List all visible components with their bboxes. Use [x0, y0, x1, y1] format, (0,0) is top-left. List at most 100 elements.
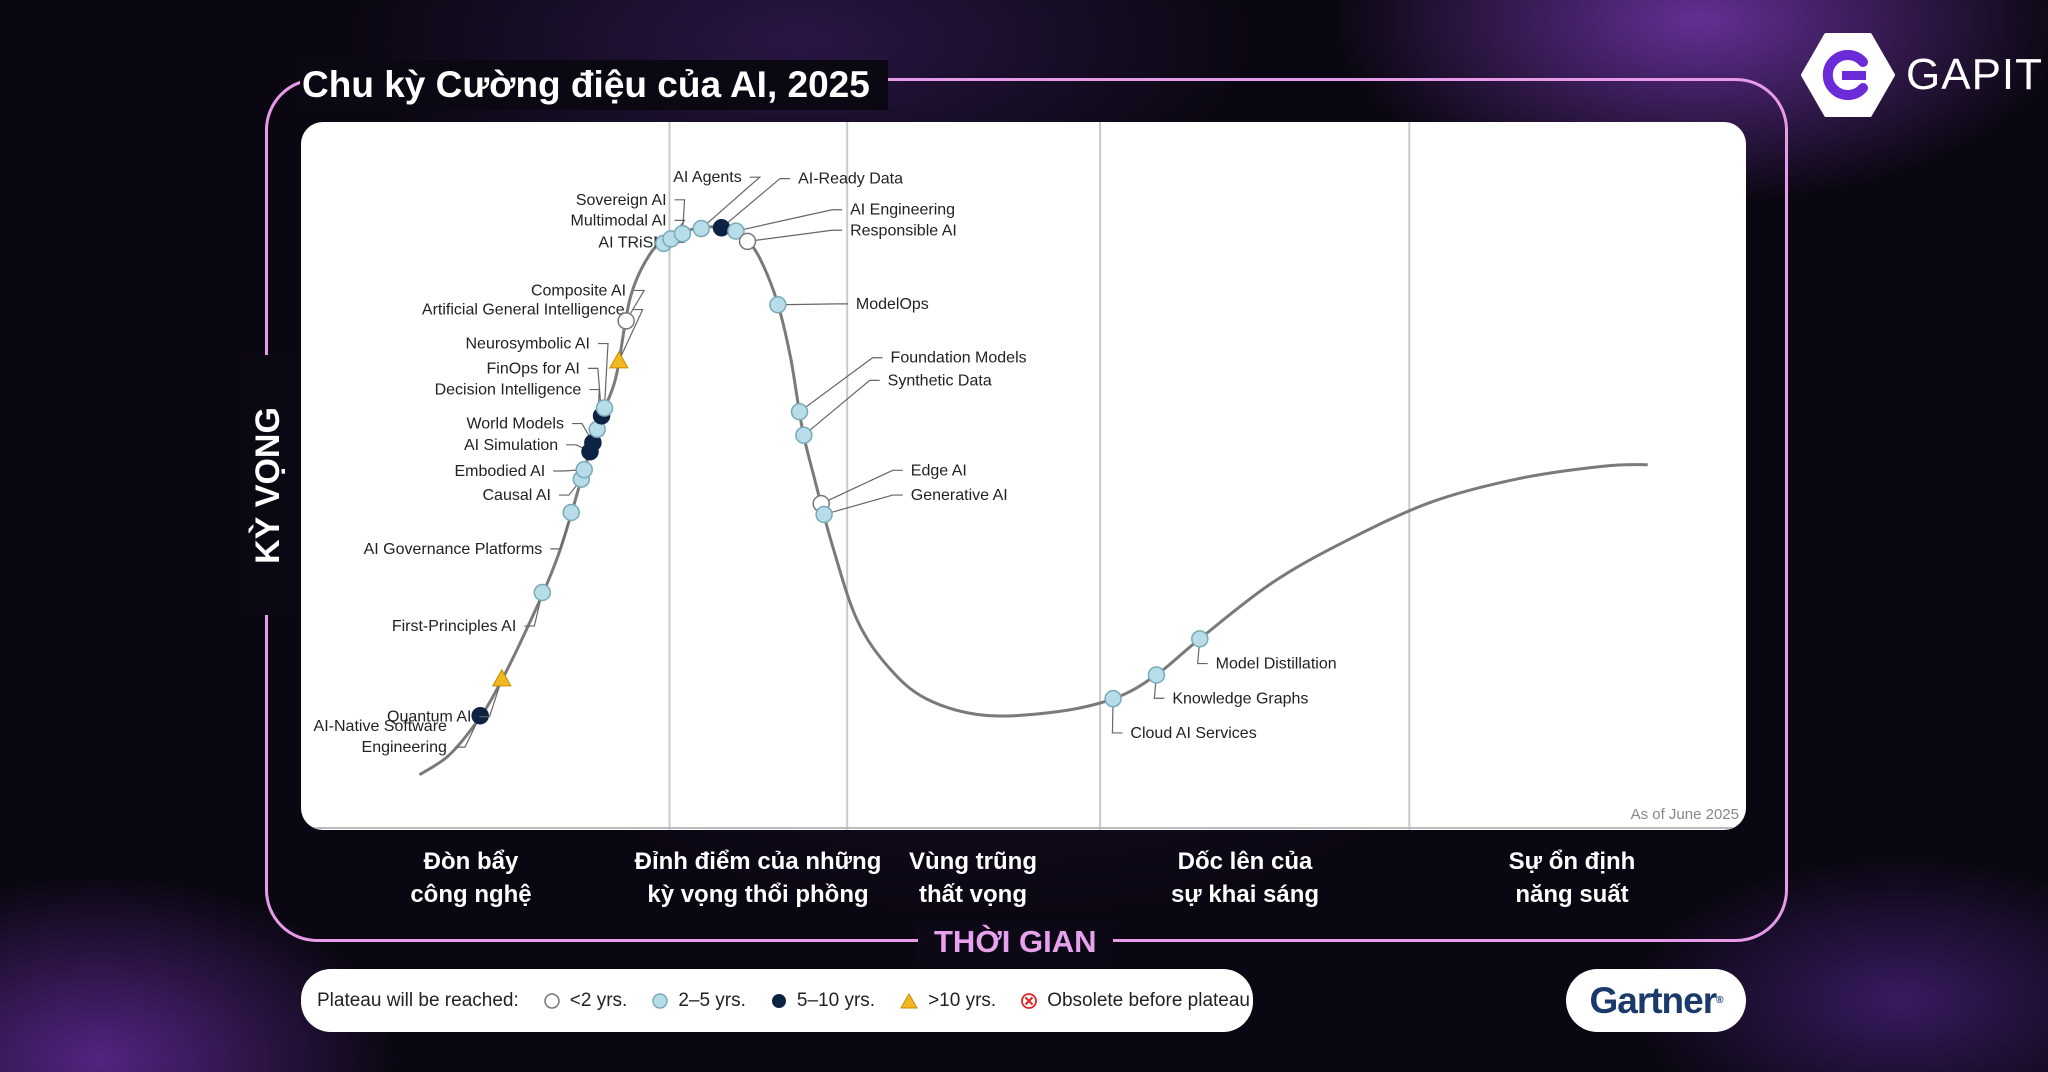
registered-mark-icon: ® [1716, 995, 1723, 1006]
tech-label: Knowledge Graphs [1172, 690, 1308, 707]
phase-label-plateau: Sự ổn định năng suất [1432, 845, 1712, 911]
tech-item: AI Agents [673, 169, 762, 238]
x-axis-label: THỜI GIAN [918, 922, 1113, 962]
tech-item: AI Engineering [727, 202, 955, 240]
leader-line [747, 229, 843, 242]
tech-label: AI Governance Platforms [364, 541, 543, 558]
tech-label: Composite AI [531, 282, 626, 299]
hype-cycle-chart: AI-Native Software Engineering Quantum AI F… [301, 122, 1746, 830]
circle-marker [471, 706, 489, 725]
tech-label: Multimodal AI [571, 212, 667, 229]
circle-marker [769, 296, 787, 314]
legend-label: <2 yrs. [569, 989, 628, 1011]
legend-item-5to10: 5–10 yrs. [770, 990, 875, 1012]
open-circle-icon [543, 992, 561, 1010]
phase-label-slope: Dốc lên của sự khai sáng [1105, 845, 1385, 911]
legend-item-obsolete: Obsolete before plateau [1020, 990, 1250, 1012]
tech-label: Embodied AI [454, 463, 545, 480]
leader-line [700, 176, 762, 229]
circle-marker [1147, 666, 1166, 684]
leader-line [799, 357, 883, 413]
circle-marker [795, 426, 813, 444]
tech-item: ModelOps [769, 296, 929, 314]
tech-label: Generative AI [911, 487, 1008, 504]
circle-marker [533, 583, 552, 602]
leader-line [479, 678, 503, 718]
legend-title: Plateau will be reached: [317, 989, 519, 1011]
circle-marker [1191, 630, 1209, 648]
tech-label: Causal AI [483, 487, 551, 504]
tech-item: Artificial General Intelligence [422, 302, 644, 369]
leader-line [735, 209, 843, 232]
tech-label: AI TRiSM [598, 234, 666, 251]
phase-line1: Dốc lên của [1177, 848, 1313, 875]
phase-line1: Đòn bẩy [423, 848, 519, 875]
gapit-logo-icon [1801, 33, 1895, 117]
legend-label: >10 yrs. [928, 989, 997, 1011]
phase-line2: thất vọng [919, 881, 1027, 908]
leader-line [721, 177, 791, 229]
tech-label: Responsible AI [850, 222, 957, 239]
circle-marker [562, 503, 580, 522]
gartner-logo-text: Gartner [1589, 979, 1717, 1021]
circle-marker [815, 505, 833, 524]
circle-marker [712, 219, 731, 237]
leader-line [777, 303, 848, 306]
gapit-logo-text: GAPIT [1906, 50, 2044, 99]
as-of-label: As of June 2025 [1631, 806, 1739, 823]
tech-label: World Models [466, 416, 564, 433]
legend-label: Obsolete before plateau [1047, 989, 1250, 1011]
legend-label: 5–10 yrs. [796, 989, 876, 1011]
tech-label: AI Agents [673, 169, 742, 186]
tech-item: Quantum AI [387, 668, 512, 726]
tech-item: Knowledge Graphs [1147, 666, 1308, 707]
tech-label: FinOps for AI [487, 360, 580, 377]
circle-marker [727, 222, 745, 240]
tech-item: AI Simulation [464, 437, 599, 461]
circle-marker [790, 402, 809, 421]
triangle-marker [492, 668, 512, 687]
tech-item: AI-Ready Data [712, 171, 903, 237]
leader-line [524, 592, 543, 627]
leader-line [674, 199, 686, 234]
tech-label: Edge AI [911, 462, 967, 479]
page-title: Chu kỳ Cường điệu của AI, 2025 [300, 60, 888, 110]
navy-circle-icon [770, 992, 788, 1010]
leader-line [625, 289, 646, 322]
tech-item: Responsible AI [738, 222, 957, 251]
legend-label: 2–5 yrs. [678, 989, 746, 1011]
tech-item: Synthetic Data [795, 372, 992, 444]
tech-label: Foundation Models [891, 350, 1027, 367]
legend-item-lt2: <2 yrs. [543, 989, 628, 1012]
tech-label: AI-Native Software Engineering [314, 718, 447, 756]
tech-item: AI Governance Platforms [364, 503, 580, 558]
tech-item: Generative AI [815, 487, 1008, 524]
gartner-logo: Gartner ® [1566, 969, 1746, 1032]
leader-line [823, 494, 903, 516]
tech-item: Cloud AI Services [1104, 689, 1257, 742]
leader-line [618, 308, 644, 362]
circle-marker [1104, 689, 1122, 708]
phase-line2: sự khai sáng [1170, 881, 1320, 908]
circle-marker [617, 312, 635, 330]
tech-label: Sovereign AI [576, 192, 667, 209]
tech-item: AI-Native Software Engineering [314, 706, 489, 756]
x-circle-icon [1020, 992, 1038, 1010]
tech-label: Synthetic Data [888, 372, 992, 389]
leader-line [1111, 698, 1123, 734]
tech-item: Composite AI [531, 282, 646, 330]
gapit-logo: GAPIT [1800, 32, 2043, 118]
leader-line [587, 367, 603, 416]
tech-label: AI Engineering [850, 202, 955, 219]
phase-line2: kỳ vọng thổi phồng [647, 881, 869, 908]
tech-item: Model Distillation [1191, 630, 1337, 673]
tech-item: Sovereign AI [576, 192, 692, 243]
tech-label: First-Principles AI [392, 618, 516, 635]
y-axis-label-text: KỲ VỌNG [248, 406, 287, 564]
tech-item: Foundation Models [790, 350, 1027, 421]
phase-line1: Vùng trũng [909, 848, 1037, 875]
tech-item: First-Principles AI [392, 583, 552, 635]
phase-label-trough: Vùng trũng thất vọng [833, 845, 1113, 911]
tech-label: Artificial General Intelligence [422, 302, 625, 319]
